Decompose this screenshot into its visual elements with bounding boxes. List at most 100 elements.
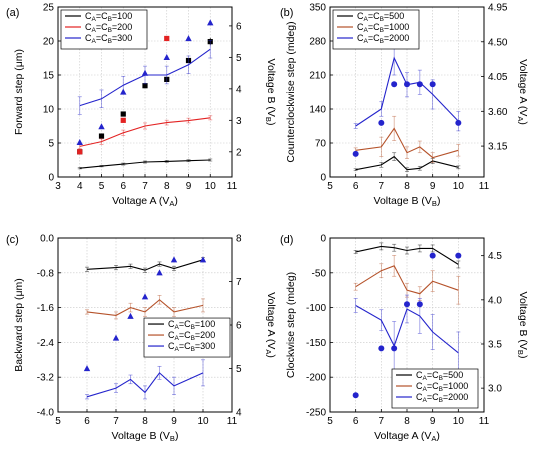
x-axis-label: Voltage B (VB) [112,430,179,443]
series-line [86,259,204,271]
legend-entry-part: =2000 [443,392,468,402]
data-marker-square [120,111,126,117]
y2-axis-label-part: ) [265,354,277,358]
x-tick-label: 7 [113,416,119,427]
legend-entry-part: A [92,16,97,23]
legend-entry: CA=CB=200 [168,330,215,342]
legend-entry-part: =1000 [384,22,409,32]
legend-entry-part: C [168,330,175,340]
y2-tick-label: 6 [236,21,242,32]
legend-entry-part: B [191,335,195,342]
legend-entry: CA=CB=500 [416,370,463,382]
x-axis-label: Voltage B (VB) [374,195,441,208]
series-line [355,127,459,159]
data-marker-triangle [112,334,120,341]
legend-entry-part: =C [96,22,108,32]
y2-axis-label: Voltage A (VA) [516,59,529,125]
y-tick-label: 140 [309,105,326,116]
y-tick-label: 0 [320,234,326,245]
y2-axis-label-part: Voltage B (V [265,59,277,117]
legend-entry-part: =C [427,392,439,402]
legend-entry-part: B [439,386,443,393]
x-tick-label: 9 [430,416,436,427]
legend-entry-part: =C [179,330,191,340]
y2-axis-label-part: A [516,116,525,122]
legend-entry-part: =C [427,370,439,380]
legend-entry-part: C [168,341,175,351]
data-marker-circle [455,119,462,126]
chart-panel-3: (d) 5 6 7 8 9 10 11 -250 -200 -150 -100 -50 0 3.0 3.5 4.… [280,234,529,444]
y2-tick-label: 5 [236,364,242,375]
legend-entry-part: =2000 [384,33,409,43]
legend-entry-part: =C [179,319,191,329]
legend-entry-part: =C [96,33,108,43]
y-tick-label: -4.0 [37,408,55,419]
y2-axis-label-part: ) [517,355,529,359]
legend-entry-part: =C [179,341,191,351]
x-tick-label: 6 [120,181,126,192]
data-marker-square [77,149,83,155]
legend-entry-part: B [108,16,112,23]
y2-tick-label: 6 [236,321,242,332]
legend-entry: CA=CB=200 [85,22,132,34]
data-marker-triangle [83,365,91,372]
legend-entry-part: =100 [112,11,132,21]
legend-entry-part: C [168,319,175,329]
y2-tick-label: 4.05 [488,72,508,83]
x-tick-label: 7 [379,181,385,192]
legend-entry-part: A [364,38,369,45]
y-tick-label: -200 [306,373,326,384]
legend-entry-part: C [85,22,92,32]
legend-entry: CA=CB=1000 [416,381,468,393]
x-axis-label: Voltage A (VA) [112,195,178,208]
y-tick-label: -150 [306,338,326,349]
y2-tick-label: 8 [236,234,242,245]
y2-axis-label-part: Voltage A (V [517,59,529,116]
legend-entry-part: C [416,381,423,391]
x-tick-label: 11 [479,416,490,427]
legend-entry-part: C [416,392,423,402]
x-axis-label-part: A [431,434,437,443]
legend-entry-part: C [357,33,364,43]
series-line [355,265,459,295]
y-tick-label: -250 [306,408,326,419]
data-marker-square [120,117,126,123]
y-tick-label: 0.0 [40,234,54,245]
data-marker-triangle [163,53,170,60]
legend-entry-part: C [85,11,92,21]
legend-entry-part: B [191,346,195,353]
y2-axis-label-part: B [516,350,525,355]
data-marker-circle [429,252,436,259]
y-tick-label: -3.2 [37,373,55,384]
y-tick-label: 210 [309,71,326,82]
series-2 [83,256,207,400]
y-axis-label: Forward step (μm) [13,49,25,135]
y-tick-label: -2.4 [37,338,55,349]
x-tick-label: 8 [404,416,410,427]
chart-panel-0: (a) 3 4 5 6 7 8 9 10 11 0 5 10 15 20 25 2 3 4 5 6 Voltage A (… [6,3,277,209]
y-tick-label: 25 [43,3,55,14]
panel-label: (a) [6,7,19,19]
y2-tick-label: 3 [236,116,242,127]
x-tick-label: 6 [353,416,359,427]
x-tick-label: 8 [142,416,148,427]
x-tick-label: 5 [327,181,333,192]
legend-entry-part: A [175,346,180,353]
y-tick-label: 10 [43,105,55,116]
data-marker-circle [429,81,436,88]
legend-entry-part: A [92,27,97,34]
y2-tick-label: 5 [236,53,242,64]
x-tick-label: 10 [205,181,217,192]
y2-axis-label-part: B [264,117,273,122]
x-axis-label-part: Voltage B (V [374,195,432,207]
legend-entry-part: A [92,38,97,45]
data-marker-circle [352,150,359,157]
data-marker-triangle [98,123,105,130]
x-tick-label: 6 [84,416,90,427]
y-axis-label: Backward step (μm) [13,278,25,372]
data-marker-triangle [170,256,178,263]
x-tick-label: 9 [430,181,436,192]
